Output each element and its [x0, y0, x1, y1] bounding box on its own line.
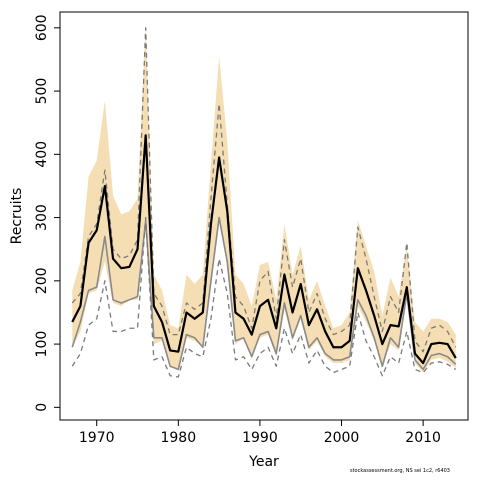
y-tick-label: 600	[34, 14, 50, 41]
x-tick-label: 1970	[79, 430, 115, 446]
x-axis-label: Year	[248, 454, 279, 470]
x-axis: 1970 1980 1990 2000 2010	[79, 420, 441, 446]
x-tick-label: 1990	[242, 430, 278, 446]
estimate-line	[71, 134, 457, 365]
y-tick-label: 0	[34, 403, 50, 412]
series-line-layer	[71, 27, 457, 378]
lower-interval-line	[71, 216, 457, 378]
y-tick-label: 200	[34, 267, 50, 294]
confidence-band	[72, 24, 456, 373]
footer-credit: stockassessment.org, NS sei 1c2, r6403	[349, 468, 450, 474]
y-axis-label: Recruits	[9, 188, 25, 245]
plot-frame	[59, 11, 469, 421]
y-tick-label: 400	[34, 141, 50, 168]
y-axis: 0 100 200 300 400 500 600	[34, 14, 60, 412]
x-tick-label: 2000	[324, 430, 360, 446]
y-tick-label: 300	[34, 204, 50, 231]
x-tick-label: 1980	[160, 430, 196, 446]
x-tick-label: 2010	[405, 430, 441, 446]
median-line	[71, 216, 457, 371]
y-tick-label: 100	[34, 331, 50, 358]
upper-interval-line	[71, 27, 457, 353]
confidence-band-layer	[72, 24, 456, 373]
y-tick-label: 500	[34, 78, 50, 105]
